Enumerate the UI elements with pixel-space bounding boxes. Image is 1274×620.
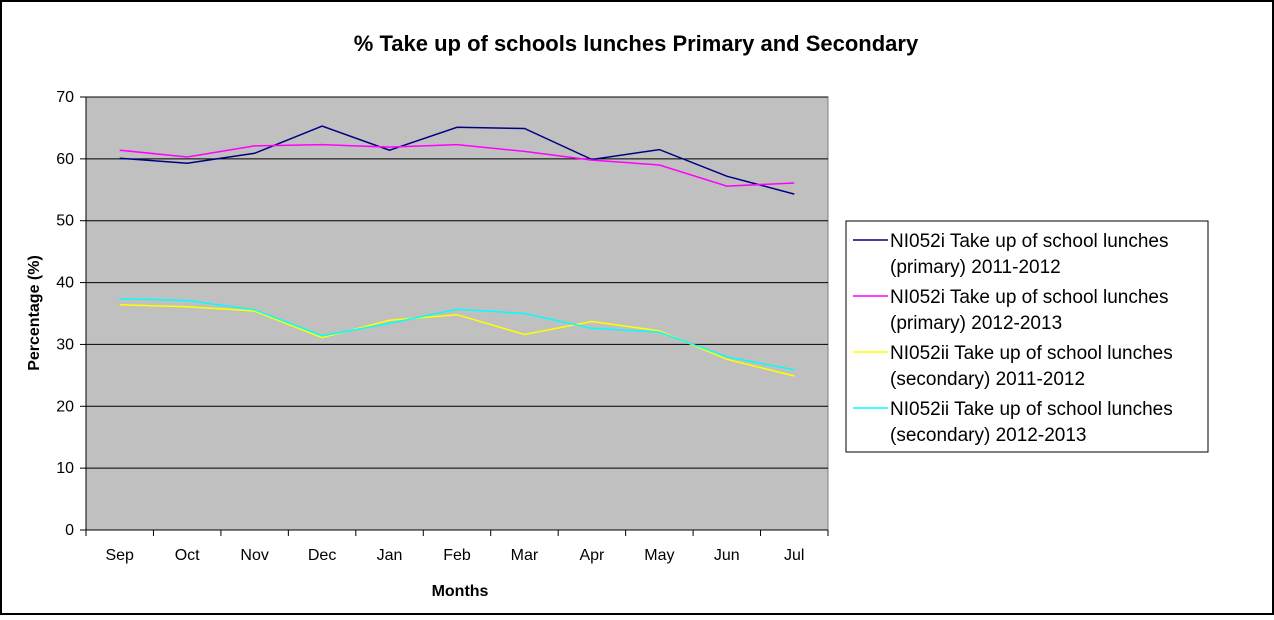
plot-area (85, 96, 829, 531)
x-tick-label: Oct (175, 547, 200, 564)
y-tick-label: 40 (56, 275, 74, 292)
gridlines (86, 96, 828, 469)
legend-label: NI052ii Take up of school lunches (890, 343, 1173, 364)
series-line-2 (119, 143, 795, 187)
x-tick-label: Nov (240, 547, 268, 564)
x-tick-label: Jun (714, 547, 740, 564)
series-line-4 (119, 297, 795, 371)
legend-label: (secondary) 2012-2013 (890, 425, 1086, 446)
y-tick-label: 0 (65, 522, 74, 539)
legend-item: NI052i Take up of school lunches (primary… (853, 287, 1169, 334)
x-axis-title: Months (432, 583, 489, 600)
y-axis-ticks: 0 10 20 30 40 50 60 70 (56, 89, 86, 539)
x-tick-label: Feb (443, 547, 471, 564)
legend-item: NI052ii Take up of school lunches (second… (853, 343, 1173, 390)
legend-item: NI052ii Take up of school lunches (second… (853, 399, 1173, 446)
series-line-1 (119, 125, 795, 195)
y-tick-label: 30 (56, 336, 74, 353)
legend-label: NI052i Take up of school lunches (890, 287, 1169, 308)
x-tick-label: Apr (579, 547, 605, 564)
legend-item: NI052i Take up of school lunches (primary… (853, 231, 1169, 278)
legend-label: (primary) 2012-2013 (890, 313, 1062, 334)
y-tick-label: 20 (56, 398, 74, 415)
legend-label: NI052ii Take up of school lunches (890, 399, 1173, 420)
x-tick-label: Jul (784, 547, 804, 564)
series-lines (119, 125, 795, 377)
y-tick-label: 70 (56, 89, 74, 106)
legend: NI052i Take up of school lunches (primary… (853, 231, 1173, 446)
legend-label: (secondary) 2011-2012 (890, 369, 1085, 390)
x-axis-ticks: Sep Oct Nov Dec Jan Feb Mar Apr May Jun Jul (85, 530, 829, 564)
y-axis-title: Percentage (%) (26, 255, 43, 371)
x-tick-label: Sep (105, 547, 134, 564)
x-tick-label: Mar (511, 547, 539, 564)
chart-title: % Take up of schools lunches Primary and… (354, 31, 919, 56)
legend-label: NI052i Take up of school lunches (890, 231, 1169, 252)
legend-label: (primary) 2011-2012 (890, 257, 1061, 278)
x-tick-label: Dec (308, 547, 336, 564)
x-tick-label: May (644, 547, 674, 564)
y-tick-label: 60 (56, 151, 74, 168)
legend-box (845, 220, 1209, 453)
x-tick-label: Jan (377, 547, 403, 564)
y-tick-label: 50 (56, 213, 74, 230)
y-tick-label: 10 (56, 460, 74, 477)
